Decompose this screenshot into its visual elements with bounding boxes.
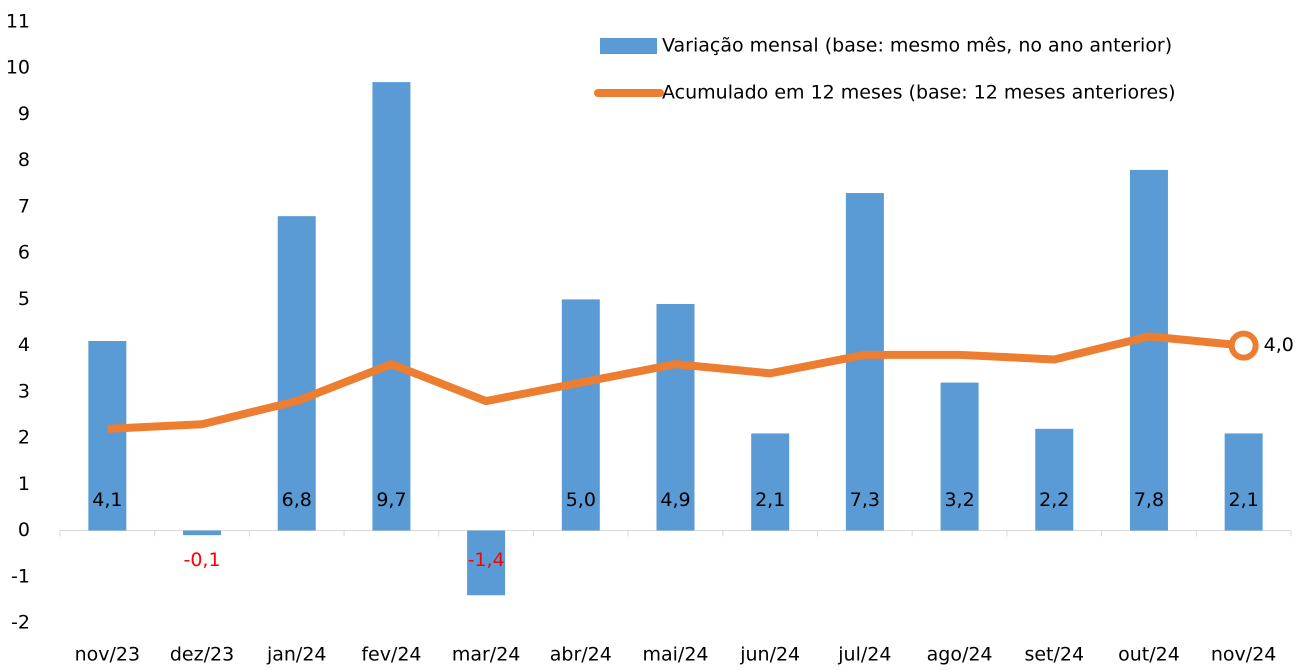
x-tick-label: jan/24	[266, 644, 327, 666]
data-label: 3,2	[944, 489, 974, 511]
y-tick-label: 2	[18, 427, 30, 449]
legend-label: Acumulado em 12 meses (base: 12 meses an…	[662, 82, 1176, 104]
x-tick-label: dez/23	[170, 644, 234, 666]
data-label: 2,2	[1039, 489, 1069, 511]
line	[107, 332, 1245, 433]
x-tick-label: ago/24	[927, 644, 993, 666]
x-tick-label: set/24	[1024, 644, 1084, 666]
bar	[751, 433, 790, 531]
bar	[940, 382, 979, 531]
y-tick-label: 3	[18, 380, 30, 402]
x-tick-label: nov/24	[1211, 644, 1277, 666]
point-marker	[1228, 330, 1259, 361]
bar	[372, 82, 411, 531]
x-tick-label: out/24	[1118, 644, 1180, 666]
bar	[1129, 169, 1168, 531]
data-label: 2,1	[755, 489, 785, 511]
y-tick-label: 9	[18, 103, 30, 125]
y-tick-label: 5	[18, 288, 30, 310]
data-label: 7,8	[1134, 489, 1164, 511]
data-label: 9,7	[376, 489, 406, 511]
y-tick-label: 8	[18, 149, 30, 171]
data-label: 4,9	[660, 489, 690, 511]
legend-label: Variação mensal (base: mesmo mês, no ano…	[662, 35, 1172, 57]
y-tick-label: 7	[18, 195, 30, 217]
bar	[1224, 433, 1263, 531]
bar	[467, 530, 506, 596]
y-tick-label: -1	[11, 565, 30, 587]
y-tick-label: 0	[18, 519, 30, 541]
legend-swatch	[600, 38, 657, 54]
x-tick-label: fev/24	[361, 644, 421, 666]
data-label: -1,4	[468, 549, 505, 571]
y-tick-label: 1	[18, 473, 30, 495]
x-tick-label: mai/24	[642, 644, 708, 666]
bar	[183, 530, 222, 536]
data-label: 6,8	[282, 489, 312, 511]
data-label: -0,1	[183, 549, 220, 571]
y-tick-label: -2	[11, 612, 30, 634]
bar	[656, 304, 695, 531]
data-label: 4,1	[92, 489, 122, 511]
data-label: 7,3	[850, 489, 880, 511]
bar	[1035, 428, 1074, 531]
bar	[88, 340, 127, 531]
bar	[845, 193, 884, 531]
data-label: 2,1	[1229, 489, 1259, 511]
x-tick-label: abr/24	[550, 644, 612, 666]
y-tick-label: 10	[6, 57, 30, 79]
x-tick-label: jul/24	[837, 644, 891, 666]
y-tick-label: 6	[18, 242, 30, 264]
x-tick-label: jun/24	[739, 644, 800, 666]
x-tick-label: mar/24	[452, 644, 521, 666]
y-tick-label: 4	[18, 334, 30, 356]
x-tick-label: nov/23	[75, 644, 141, 666]
bar	[561, 299, 600, 531]
data-label: 4,0	[1264, 334, 1294, 356]
y-tick-label: 11	[6, 11, 30, 33]
data-label: 5,0	[566, 489, 596, 511]
bar	[277, 216, 316, 531]
